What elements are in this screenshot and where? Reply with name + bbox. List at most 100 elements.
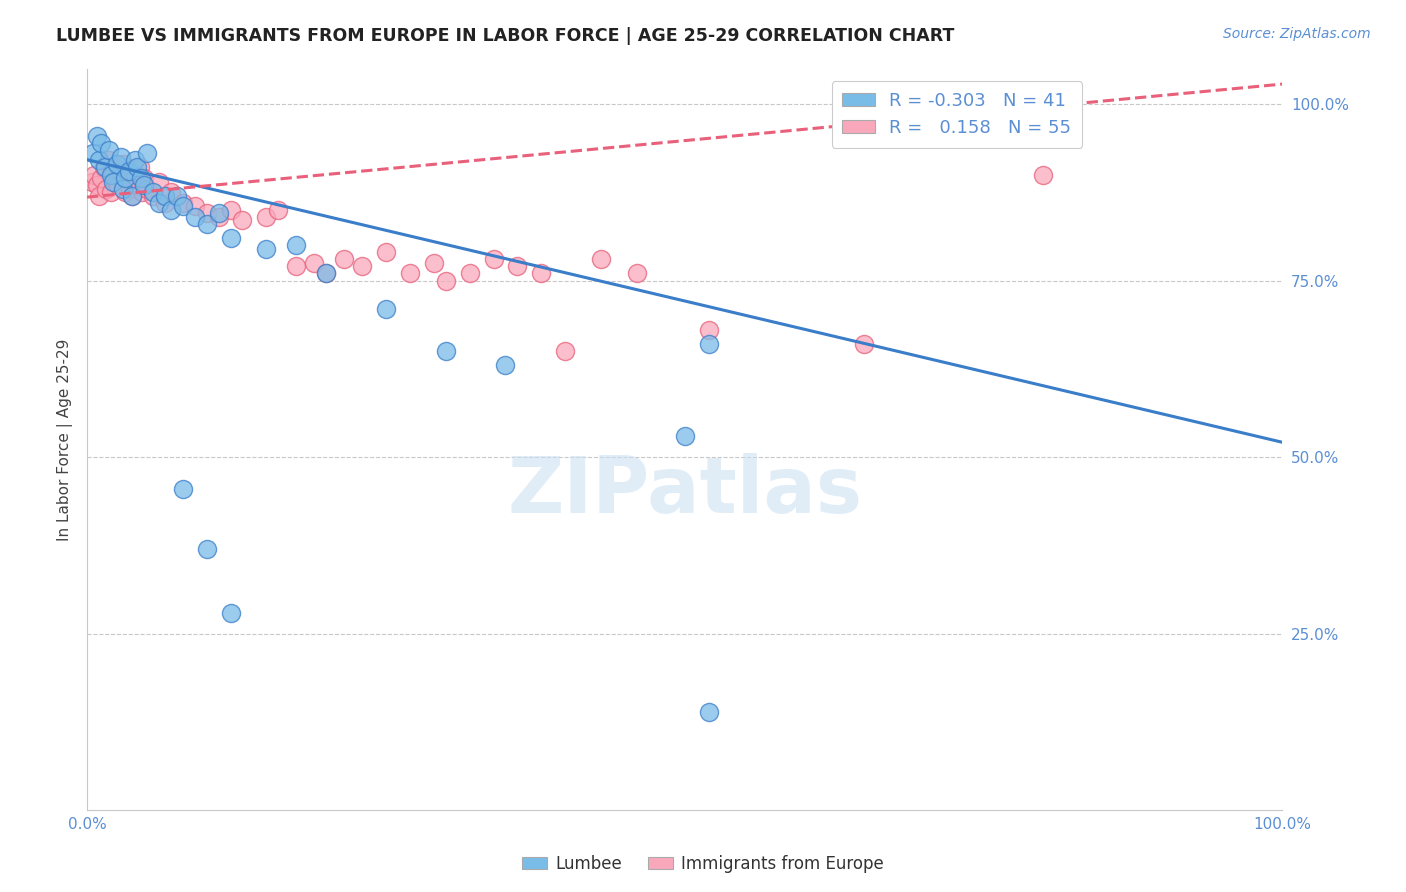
Point — [285, 260, 308, 274]
Point — [90, 136, 112, 150]
Point — [100, 185, 122, 199]
Point — [104, 175, 127, 189]
Point — [148, 175, 170, 189]
Point — [86, 128, 108, 143]
Point — [374, 301, 396, 316]
Point — [530, 267, 553, 281]
Point — [131, 185, 153, 199]
Point — [87, 153, 110, 168]
Point — [127, 178, 149, 193]
Point — [673, 429, 696, 443]
Text: Source: ZipAtlas.com: Source: ZipAtlas.com — [1223, 27, 1371, 41]
Point — [374, 245, 396, 260]
Point — [110, 150, 132, 164]
Point — [153, 188, 176, 202]
Point — [124, 168, 146, 182]
Point — [83, 168, 105, 182]
Point — [114, 171, 136, 186]
Point — [1032, 168, 1054, 182]
Point — [422, 256, 444, 270]
Point — [254, 242, 277, 256]
Point — [159, 185, 181, 199]
Text: LUMBEE VS IMMIGRANTS FROM EUROPE IN LABOR FORCE | AGE 25-29 CORRELATION CHART: LUMBEE VS IMMIGRANTS FROM EUROPE IN LABO… — [56, 27, 955, 45]
Point — [124, 153, 146, 168]
Point — [554, 344, 576, 359]
Point — [111, 157, 134, 171]
Point — [86, 178, 108, 193]
Point — [231, 213, 253, 227]
Point — [90, 171, 112, 186]
Point — [96, 181, 118, 195]
Point — [135, 181, 157, 195]
Point — [142, 188, 165, 202]
Point — [110, 164, 132, 178]
Point — [195, 217, 218, 231]
Point — [93, 161, 115, 175]
Point — [103, 175, 125, 189]
Point — [105, 157, 128, 171]
Point — [97, 153, 120, 168]
Point — [134, 171, 156, 186]
Point — [107, 178, 129, 193]
Point — [506, 260, 529, 274]
Point — [80, 175, 103, 189]
Point — [129, 171, 152, 186]
Point — [207, 210, 229, 224]
Point — [128, 161, 150, 175]
Point — [94, 161, 117, 175]
Point — [153, 195, 176, 210]
Point — [97, 143, 120, 157]
Point — [148, 195, 170, 210]
Point — [195, 541, 218, 556]
Point — [134, 178, 156, 193]
Point — [120, 181, 142, 195]
Point — [172, 482, 194, 496]
Point — [434, 273, 457, 287]
Point — [495, 359, 517, 373]
Point — [302, 256, 325, 270]
Point — [121, 188, 143, 202]
Point — [87, 188, 110, 202]
Point — [117, 171, 139, 186]
Point — [697, 323, 720, 337]
Point — [697, 337, 720, 351]
Point — [172, 195, 194, 210]
Point — [100, 168, 122, 182]
Legend: Lumbee, Immigrants from Europe: Lumbee, Immigrants from Europe — [516, 848, 890, 880]
Point — [350, 260, 373, 274]
Point — [853, 337, 876, 351]
Point — [219, 202, 242, 217]
Point — [114, 185, 136, 199]
Point — [183, 199, 205, 213]
Point — [166, 188, 188, 202]
Point — [458, 267, 481, 281]
Point — [219, 606, 242, 620]
Point — [82, 146, 104, 161]
Point — [127, 161, 149, 175]
Point — [103, 168, 125, 182]
Point — [183, 210, 205, 224]
Point — [398, 267, 420, 281]
Point — [121, 188, 143, 202]
Point — [172, 199, 194, 213]
Point — [333, 252, 356, 267]
Point — [111, 181, 134, 195]
Point — [285, 238, 308, 252]
Text: ZIPatlas: ZIPatlas — [508, 453, 862, 530]
Point — [482, 252, 505, 267]
Point — [626, 267, 648, 281]
Point — [195, 206, 218, 220]
Point — [159, 202, 181, 217]
Point — [315, 267, 337, 281]
Point — [315, 267, 337, 281]
Legend: R = -0.303   N = 41, R =   0.158   N = 55: R = -0.303 N = 41, R = 0.158 N = 55 — [831, 81, 1083, 148]
Point — [135, 146, 157, 161]
Point — [697, 705, 720, 719]
Point — [254, 210, 277, 224]
Y-axis label: In Labor Force | Age 25-29: In Labor Force | Age 25-29 — [58, 338, 73, 541]
Point — [219, 231, 242, 245]
Point — [118, 164, 141, 178]
Point — [434, 344, 457, 359]
Point — [591, 252, 613, 267]
Point — [207, 206, 229, 220]
